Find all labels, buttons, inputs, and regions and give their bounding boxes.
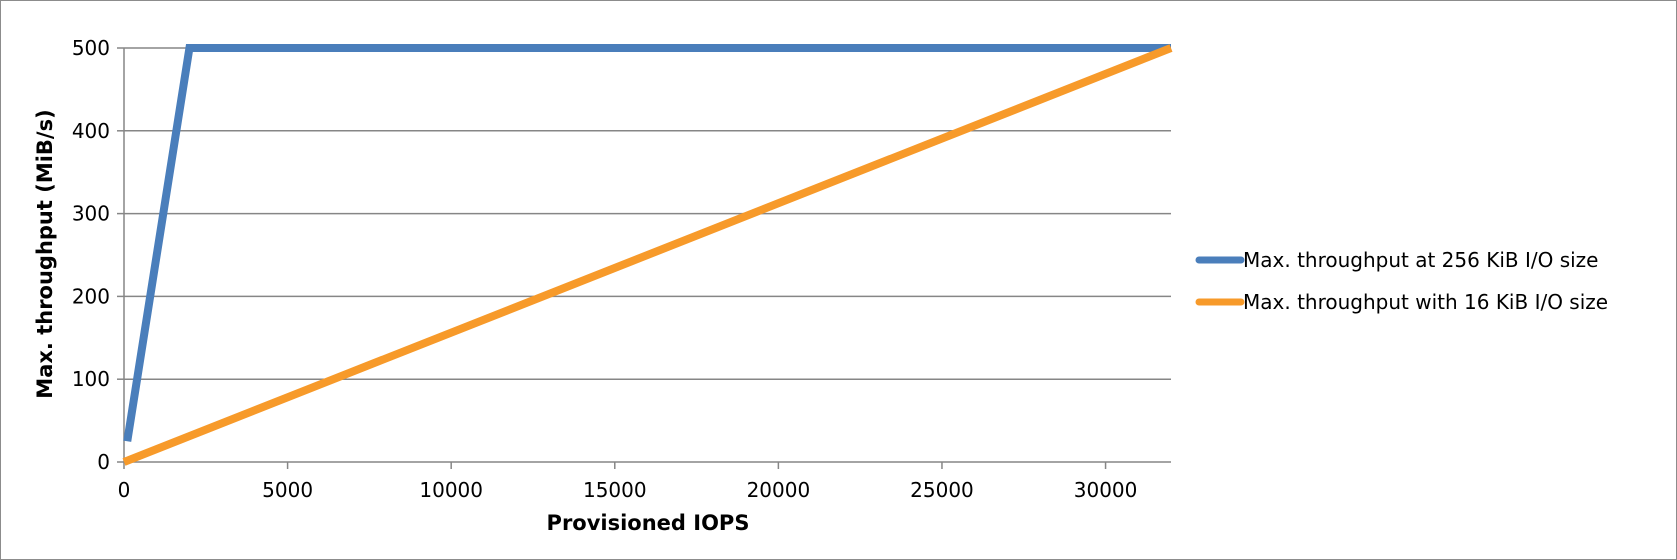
y-tick-label: 100 xyxy=(72,367,110,391)
x-tick-labels: 0 5000 10000 15000 20000 25000 30000 xyxy=(118,462,1138,502)
x-tick-label: 15000 xyxy=(583,478,647,502)
y-tick-labels: 0 100 200 300 400 500 xyxy=(72,36,124,474)
y-axis-title: Max. throughput (MiB/s) xyxy=(33,109,57,398)
x-tick-label: 10000 xyxy=(419,478,483,502)
y-tick-label: 400 xyxy=(72,119,110,143)
x-axis-title: Provisioned IOPS xyxy=(547,511,750,535)
x-tick-label: 25000 xyxy=(910,478,974,502)
series-line-1 xyxy=(122,44,1173,466)
x-tick-label: 20000 xyxy=(747,478,811,502)
legend: Max. throughput at 256 KiB I/O size Max.… xyxy=(1195,248,1608,314)
legend-label-256kib: Max. throughput at 256 KiB I/O size xyxy=(1243,248,1598,272)
x-tick-label: 0 xyxy=(118,478,131,502)
series-lines xyxy=(122,44,1173,466)
y-tick-label: 500 xyxy=(72,36,110,60)
legend-label-16kib: Max. throughput with 16 KiB I/O size xyxy=(1243,290,1608,314)
series-line-0 xyxy=(123,44,1171,442)
y-tick-label: 200 xyxy=(72,284,110,308)
x-tick-label: 5000 xyxy=(262,478,313,502)
y-tick-label: 0 xyxy=(97,450,110,474)
y-tick-label: 300 xyxy=(72,202,110,226)
axes xyxy=(123,48,1171,463)
gridlines xyxy=(124,47,1171,380)
x-tick-label: 30000 xyxy=(1074,478,1138,502)
